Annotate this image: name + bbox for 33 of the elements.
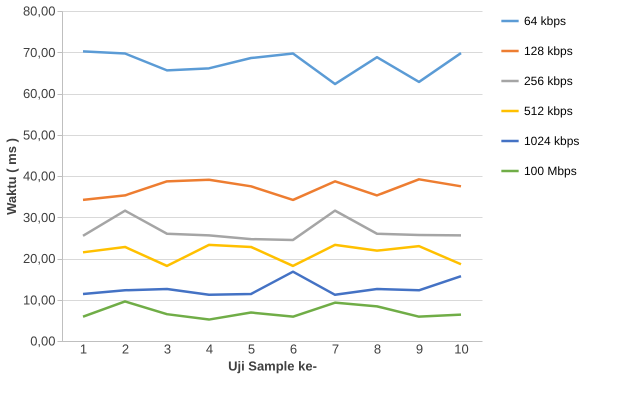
x-tick-label: 9 (416, 342, 424, 356)
x-tick-label: 8 (374, 342, 382, 356)
line-series (82, 270, 462, 296)
line-series (82, 209, 462, 242)
x-tick-label: 2 (122, 342, 130, 356)
x-tick-label: 1 (80, 342, 88, 356)
line-series (82, 244, 462, 268)
legend-label: 512 kbps (524, 104, 573, 118)
legend-label: 64 kbps (524, 14, 566, 28)
y-axis-title: Waktu ( ms ) (4, 138, 19, 215)
y-tick-label: 70,00 (22, 44, 56, 60)
y-tick-label: 30,00 (22, 210, 56, 225)
y-tick-label: 50,00 (22, 127, 56, 142)
x-axis-title: Uji Sample ke- (228, 358, 317, 374)
legend-label: 1024 kbps (524, 134, 580, 148)
line-series (82, 178, 462, 202)
x-tick-label: 7 (332, 342, 340, 356)
x-tick-label: 5 (248, 342, 256, 356)
x-tick-label: 3 (164, 342, 172, 356)
x-tick-label: 6 (290, 342, 298, 356)
x-tick-label: 4 (206, 342, 214, 356)
y-tick-label: 40,00 (22, 168, 56, 184)
line-series (82, 50, 462, 86)
legend-label: 256 kbps (524, 74, 573, 88)
y-tick-label: 60,00 (22, 86, 56, 101)
y-tick-label: 0,00 (30, 334, 56, 348)
legend-label: 100 Mbps (524, 164, 577, 178)
line-series (82, 300, 462, 321)
y-tick-label: 10,00 (22, 292, 56, 308)
x-tick-label: 10 (454, 342, 469, 356)
y-tick-label: 20,00 (22, 251, 56, 266)
legend-label: 128 kbps (524, 44, 573, 58)
y-tick-label: 80,00 (22, 4, 56, 18)
